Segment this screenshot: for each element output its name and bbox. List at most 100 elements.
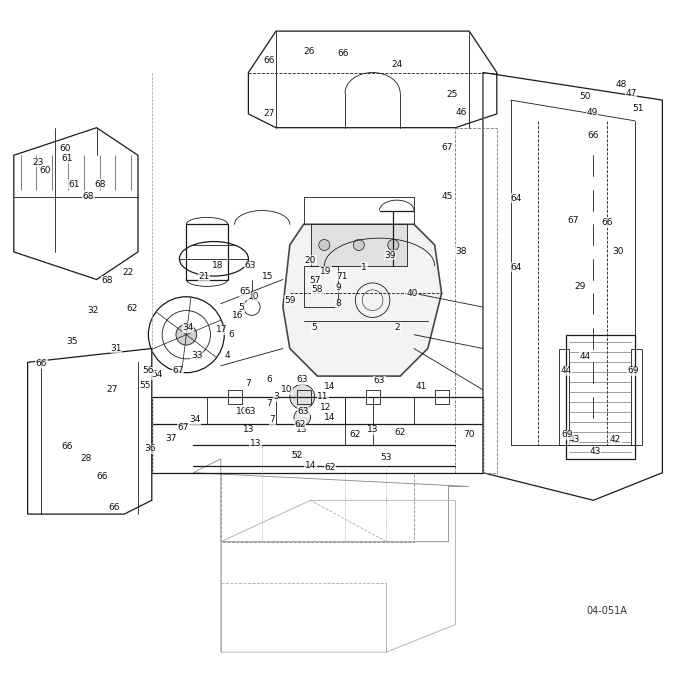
Circle shape: [290, 384, 315, 409]
Text: 69: 69: [562, 430, 573, 439]
Text: 25: 25: [446, 90, 457, 99]
Text: 23: 23: [32, 158, 43, 167]
Text: 14: 14: [324, 382, 335, 391]
Text: 32: 32: [88, 306, 99, 315]
Text: 43: 43: [569, 435, 580, 444]
Text: 13: 13: [243, 425, 254, 434]
Text: 11: 11: [317, 392, 328, 401]
Bar: [559, 348, 569, 445]
Text: 68: 68: [101, 277, 112, 285]
Text: 1: 1: [362, 263, 367, 272]
Text: 67: 67: [567, 216, 578, 225]
Text: 66: 66: [36, 359, 47, 368]
Text: 17: 17: [217, 325, 228, 335]
Text: 37: 37: [166, 434, 177, 443]
Text: 26: 26: [304, 47, 315, 56]
Text: 36: 36: [145, 444, 156, 453]
Text: 66: 66: [264, 56, 275, 65]
Text: 66: 66: [97, 472, 108, 481]
Text: 66: 66: [338, 49, 349, 58]
Text: 13: 13: [296, 425, 307, 434]
Text: 42: 42: [610, 435, 621, 444]
Text: 61: 61: [69, 180, 80, 189]
Text: 55: 55: [139, 381, 150, 390]
Text: 43: 43: [589, 447, 600, 457]
Text: 67: 67: [172, 366, 184, 375]
Text: 68: 68: [83, 192, 94, 201]
Text: 18: 18: [212, 261, 223, 270]
Text: 68: 68: [95, 180, 106, 189]
Text: 49: 49: [586, 108, 598, 117]
Text: 7: 7: [246, 378, 251, 388]
Text: 38: 38: [455, 247, 466, 256]
Text: 19: 19: [320, 267, 331, 276]
Text: 20: 20: [305, 256, 316, 265]
Text: 62: 62: [350, 430, 361, 439]
Text: 66: 66: [108, 503, 119, 512]
Text: 60: 60: [39, 166, 50, 175]
Text: 04-051A: 04-051A: [586, 606, 628, 615]
Text: 70: 70: [464, 430, 475, 439]
Bar: [566, 335, 635, 459]
Text: 33: 33: [191, 351, 202, 360]
Circle shape: [176, 324, 197, 345]
Text: 31: 31: [110, 344, 121, 353]
Text: 30: 30: [612, 247, 623, 256]
Bar: [228, 390, 242, 404]
Text: 65: 65: [239, 287, 250, 296]
Text: 35: 35: [67, 337, 78, 346]
Text: 54: 54: [152, 370, 163, 379]
Text: 10: 10: [281, 385, 292, 395]
Bar: [366, 390, 380, 404]
Circle shape: [353, 240, 364, 250]
Text: 62: 62: [324, 463, 335, 472]
Text: 63: 63: [374, 376, 385, 385]
Bar: [435, 390, 448, 404]
Text: 62: 62: [395, 428, 406, 437]
Text: 63: 63: [298, 408, 309, 417]
Circle shape: [319, 240, 330, 250]
Text: 66: 66: [62, 442, 73, 451]
Text: 2: 2: [395, 323, 400, 332]
Text: 47: 47: [626, 89, 637, 98]
Bar: [631, 348, 642, 445]
Text: 40: 40: [407, 289, 418, 298]
Text: 48: 48: [615, 80, 627, 89]
Polygon shape: [283, 224, 442, 376]
Text: 14: 14: [324, 413, 335, 422]
Text: 63: 63: [244, 261, 255, 270]
Text: 45: 45: [442, 192, 453, 201]
Text: 10: 10: [236, 408, 247, 417]
Text: 64: 64: [511, 263, 522, 272]
Text: 22: 22: [122, 268, 133, 277]
Text: 51: 51: [633, 104, 644, 113]
Text: 59: 59: [284, 296, 295, 305]
Text: 64: 64: [511, 194, 522, 203]
Text: 63: 63: [245, 408, 256, 417]
Text: 8: 8: [335, 299, 341, 308]
Text: 50: 50: [580, 92, 591, 101]
Text: 5: 5: [239, 302, 244, 312]
Text: 44: 44: [560, 366, 571, 375]
Text: 15: 15: [262, 272, 273, 281]
Bar: [297, 390, 310, 404]
Text: 14: 14: [290, 451, 301, 460]
Text: 58: 58: [312, 285, 323, 294]
Text: 21: 21: [199, 272, 210, 281]
Text: 6: 6: [228, 330, 234, 339]
Bar: [186, 224, 228, 279]
Text: 27: 27: [106, 385, 117, 395]
Text: 27: 27: [264, 109, 275, 118]
Text: 12: 12: [320, 403, 331, 412]
Text: 61: 61: [62, 154, 73, 163]
Circle shape: [294, 409, 310, 426]
Text: 66: 66: [588, 132, 599, 141]
Text: 4: 4: [225, 351, 230, 360]
Bar: [310, 224, 407, 266]
Text: 3: 3: [273, 392, 279, 401]
Bar: [304, 266, 338, 307]
Text: 16: 16: [233, 311, 244, 320]
Text: 67: 67: [177, 423, 188, 432]
Text: 24: 24: [391, 60, 402, 69]
Text: 5: 5: [311, 323, 317, 332]
